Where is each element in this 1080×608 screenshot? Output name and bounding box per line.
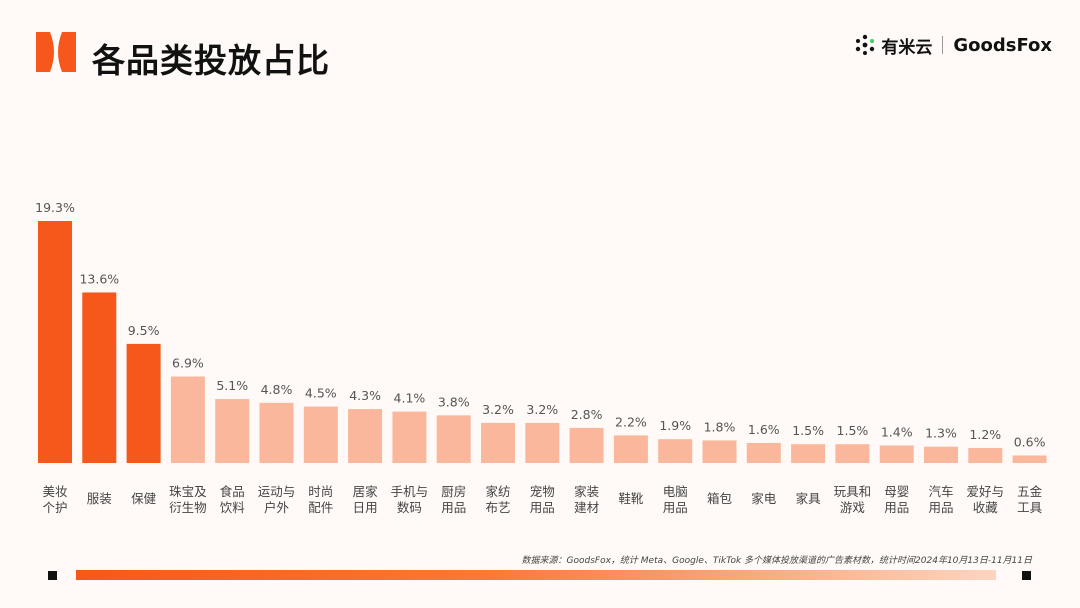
category-label: 家具 [796,491,822,506]
bar [746,442,781,463]
category-label: 电脑用品 [663,484,688,515]
category-label: 时尚配件 [308,484,333,515]
category-label: 家纺布艺 [485,484,510,515]
bar [170,376,205,463]
data-label: 2.8% [571,407,603,422]
data-label: 1.6% [748,422,780,437]
brand-logo-mark [36,32,76,72]
category-label: 汽车用品 [928,484,953,515]
bar [481,422,515,463]
data-label: 1.2% [969,427,1001,442]
category-label: 运动与户外 [258,484,296,515]
page-title: 各品类投放占比 [92,41,330,80]
youmi-logo-icon [856,34,875,55]
category-label: 美妆个护 [42,484,67,515]
data-label: 1.3% [925,426,957,441]
category-label: 服装 [87,491,112,506]
category-label: 居家日用 [353,484,379,515]
bar [392,411,427,463]
data-label: 6.9% [172,355,204,370]
data-label: 4.8% [261,382,293,397]
bar [835,444,870,463]
data-label: 5.1% [216,378,248,393]
data-label: 3.8% [438,394,470,409]
category-label: 箱包 [707,491,732,506]
category-label: 爱好与收藏 [967,484,1005,515]
brand-primary: 有米云 [881,37,933,58]
category-label: 家电 [751,491,777,506]
footer-square-right [1022,571,1031,580]
brand-secondary: GoodsFox [953,34,1052,56]
bar [791,444,826,463]
bar [613,435,648,463]
bar [348,409,383,463]
data-label: 1.5% [837,423,869,438]
category-label: 母婴用品 [884,484,909,515]
footer-square-left [48,571,57,580]
data-label: 4.5% [305,386,337,401]
footer-gradient-bar [76,570,996,580]
data-label: 2.2% [615,414,647,429]
category-label: 保健 [131,491,157,506]
bar [879,445,914,463]
bar [259,402,294,463]
category-label: 食品饮料 [220,484,246,515]
brand-logos: 有米云 GoodsFox [853,32,1052,58]
bar [968,447,1003,463]
bar [924,446,958,463]
data-label: 3.2% [526,402,558,417]
bar [126,343,161,463]
data-label: 1.4% [881,424,913,439]
brand-separator [942,36,944,54]
category-label: 鞋靴 [618,491,644,506]
bar [1012,455,1047,463]
bar [702,440,737,463]
bar [82,292,117,463]
category-label: 珠宝及衍生物 [169,484,207,515]
category-label: 宠物用品 [530,484,555,515]
data-label: 19.3% [35,200,75,215]
bar [38,221,72,463]
data-label: 4.3% [349,388,381,403]
data-label: 0.6% [1014,434,1046,449]
data-label: 1.8% [704,419,736,434]
bar [436,415,471,463]
category-label: 厨房用品 [441,484,466,515]
bar [525,422,560,463]
bar [569,427,604,463]
category-label: 手机与数码 [391,484,429,515]
bar [215,399,250,463]
data-label: 4.1% [394,391,426,406]
data-label: 9.5% [128,323,160,338]
category-label: 玩具和游戏 [834,484,872,515]
bar [303,406,338,463]
data-label: 13.6% [79,271,119,286]
category-label: 五金工具 [1017,484,1043,515]
data-label: 3.2% [482,402,514,417]
data-label: 1.5% [792,423,824,438]
data-label: 1.9% [659,418,691,433]
category-label: 家装建材 [574,484,599,515]
bar [658,439,693,463]
source-note: 数据来源：GoodsFox，统计 Meta、Google、TikTok 多个媒体… [521,556,1032,566]
